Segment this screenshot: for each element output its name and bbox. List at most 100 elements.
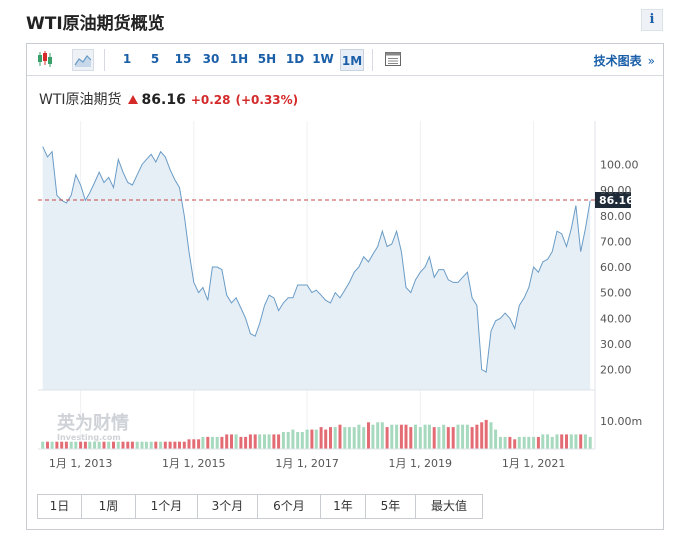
interval-15min[interactable]: 15 xyxy=(174,52,192,66)
volume-bar xyxy=(60,441,64,449)
volume-bar xyxy=(565,434,568,449)
volume-bar xyxy=(206,436,210,449)
volume-bar xyxy=(380,422,384,449)
range-5y[interactable]: 5年 xyxy=(366,495,416,518)
volume-bar xyxy=(560,434,564,449)
volume-bar xyxy=(494,429,498,449)
volume-bar xyxy=(555,434,559,449)
volume-bar xyxy=(50,441,54,449)
info-button[interactable]: i xyxy=(641,9,663,31)
volume-bar xyxy=(182,441,186,449)
volume-bar xyxy=(399,424,403,449)
interval-5h[interactable]: 5H xyxy=(257,52,277,66)
range-1d[interactable]: 1日 xyxy=(38,495,82,518)
volume-bar xyxy=(220,436,224,449)
page-title: WTI原油期货概览 xyxy=(26,14,165,34)
volume-bar xyxy=(522,436,526,449)
volume-bar xyxy=(116,441,120,449)
volume-bar xyxy=(418,427,422,449)
volume-bar xyxy=(347,427,351,449)
chart-toolbar: 1 5 15 30 1H 5H 1D 1W 1M 技术图表» xyxy=(27,44,663,76)
volume-bar xyxy=(140,441,144,449)
volume-bar xyxy=(248,434,252,449)
volume-bar xyxy=(414,424,417,449)
volume-bar xyxy=(437,427,441,449)
range-max[interactable]: 最大值 xyxy=(430,499,467,513)
volume-bar xyxy=(338,424,342,449)
volume-bar xyxy=(503,436,507,449)
volume-bar xyxy=(451,427,455,449)
volume-bar xyxy=(121,441,125,449)
volume-bar xyxy=(527,436,531,449)
volume-bar xyxy=(126,441,130,449)
volume-bar xyxy=(144,441,148,449)
range-selector: 1日 1周 1个月 3个月 6个月 1年 5年 最大值 xyxy=(37,494,483,519)
area-chart-icon[interactable] xyxy=(72,49,94,71)
interval-1w[interactable]: 1W xyxy=(312,52,334,66)
interval-5min[interactable]: 5 xyxy=(150,52,160,66)
chart-panel: 1 5 15 30 1H 5H 1D 1W 1M 技术图表» WTI原油期货 86… xyxy=(26,43,664,530)
volume-bar xyxy=(64,441,68,449)
volume-bar xyxy=(258,434,262,449)
volume-bar xyxy=(168,441,172,449)
range-3m[interactable]: 3个月 xyxy=(198,495,258,518)
price-line xyxy=(42,146,591,373)
tech-chart-link[interactable]: 技术图表» xyxy=(593,54,655,68)
volume-bar xyxy=(343,427,347,449)
volume-bar xyxy=(404,424,408,449)
volume-bar xyxy=(470,427,474,449)
volume-bar xyxy=(296,432,300,449)
quote-header: WTI原油期货 86.16 +0.28 (+0.33%) xyxy=(39,89,298,109)
volume-bar xyxy=(569,434,573,449)
price-area xyxy=(42,146,591,390)
volume-bar xyxy=(532,436,536,449)
volume-bar xyxy=(93,441,97,449)
volume-bar xyxy=(390,424,394,449)
volume-bar xyxy=(305,429,309,449)
volume-bar xyxy=(112,441,115,449)
interval-1m[interactable]: 1M xyxy=(340,49,364,71)
volume-bar xyxy=(272,434,276,449)
x-tick-label: 1月 1, 2019 xyxy=(389,457,452,470)
interval-1d[interactable]: 1D xyxy=(285,52,305,66)
volume-bar xyxy=(230,434,233,449)
range-1y[interactable]: 1年 xyxy=(321,495,366,518)
volume-bar xyxy=(277,434,281,449)
volume-bar xyxy=(210,436,214,449)
interval-1h[interactable]: 1H xyxy=(229,52,249,66)
volume-bar xyxy=(574,434,578,449)
volume-bar xyxy=(135,441,139,449)
range-1m[interactable]: 1个月 xyxy=(136,495,198,518)
data-table-icon[interactable] xyxy=(383,49,405,71)
volume-bar xyxy=(173,441,177,449)
range-6m[interactable]: 6个月 xyxy=(258,495,321,518)
interval-30min[interactable]: 30 xyxy=(202,52,220,66)
y-tick-label: 20.00 xyxy=(600,364,632,377)
instrument-name: WTI原油期货 xyxy=(39,92,122,108)
volume-bar xyxy=(395,424,399,449)
volume-bar xyxy=(484,419,488,449)
volume-bar xyxy=(508,436,512,449)
volume-bar xyxy=(480,422,484,449)
volume-bar xyxy=(55,441,59,449)
volume-bar xyxy=(83,441,87,449)
interval-1min[interactable]: 1 xyxy=(122,52,132,66)
volume-bar xyxy=(163,441,167,449)
candlestick-chart-icon[interactable] xyxy=(35,49,57,71)
volume-bar xyxy=(475,424,479,449)
volume-bar xyxy=(333,427,337,449)
range-1w[interactable]: 1周 xyxy=(82,495,136,518)
volume-bar xyxy=(517,436,521,449)
double-chevron-icon: » xyxy=(647,54,655,68)
x-tick-label: 1月 1, 2013 xyxy=(49,457,112,470)
volume-bar xyxy=(244,436,248,449)
volume-bar xyxy=(291,429,295,449)
volume-bar xyxy=(253,434,257,449)
volume-bar xyxy=(513,439,517,449)
volume-bar xyxy=(583,434,587,449)
volume-bar xyxy=(178,441,181,449)
volume-bar xyxy=(300,432,304,449)
volume-bar xyxy=(46,441,49,449)
volume-bar xyxy=(541,434,545,449)
